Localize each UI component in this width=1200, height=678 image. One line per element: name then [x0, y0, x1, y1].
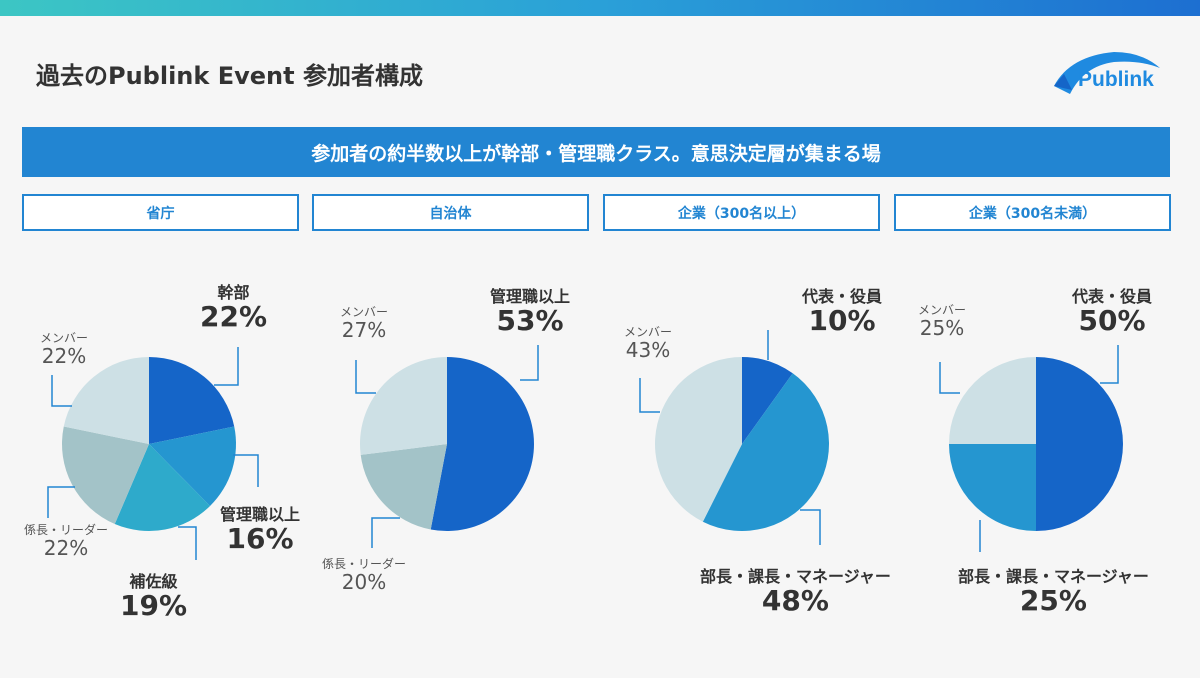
leader-line: [51, 375, 72, 407]
page-title: 過去のPublink Event 参加者構成: [36, 62, 423, 90]
pie-label: 代表・役員 50%: [1072, 287, 1153, 337]
pie-label: メンバー 22%: [40, 331, 89, 369]
pie-slice: [742, 357, 793, 444]
leader-line: [47, 486, 75, 518]
pie-label: 係長・リーダー 22%: [24, 523, 109, 561]
leader-line: [178, 526, 197, 560]
pie-slice: [949, 357, 1036, 444]
pie-slice: [149, 357, 235, 444]
pie-label: 幹部 22%: [200, 283, 268, 333]
pie-slice: [62, 426, 150, 524]
pie-slice: [1036, 357, 1123, 531]
logo-text: Publink: [1078, 68, 1154, 91]
category-municipalities: 自治体: [312, 194, 589, 231]
pie-label: 部長・課長・マネージャー 25%: [958, 567, 1149, 617]
category-ministries: 省庁: [22, 194, 299, 231]
pie-slice: [63, 357, 149, 444]
pie-label: メンバー 43%: [624, 325, 673, 363]
pie-slice: [360, 444, 447, 530]
pie-label: メンバー 25%: [918, 303, 967, 341]
pie-slice: [949, 444, 1036, 531]
leader-line: [639, 378, 660, 413]
pie-label: 部長・課長・マネージャー 48%: [700, 567, 891, 617]
pie-slice: [360, 357, 447, 455]
pie-label: 代表・役員 10%: [802, 287, 883, 337]
pie-slice: [702, 373, 829, 531]
pie-slice: [149, 426, 236, 506]
pie-slice: [114, 444, 211, 531]
headline-banner: 参加者の約半数以上が幹部・管理職クラス。意思決定層が集まる場: [22, 127, 1170, 177]
pie-label: 管理職以上 16%: [220, 505, 301, 555]
pie-label: 係長・リーダー 20%: [322, 557, 407, 595]
leader-line: [800, 509, 821, 545]
pie-label: 管理職以上 53%: [490, 287, 571, 337]
pie-slice: [655, 357, 742, 522]
leader-line: [371, 517, 400, 548]
leader-line: [214, 347, 239, 386]
leader-line: [355, 360, 376, 394]
pie-label: メンバー 27%: [340, 305, 389, 343]
leader-line: [520, 345, 539, 381]
pie-label: 補佐級 19%: [120, 572, 188, 622]
pie-slice: [430, 356, 535, 531]
category-large-companies: 企業（300名以上）: [603, 194, 880, 231]
publink-logo-icon: [1054, 52, 1160, 94]
leader-line: [233, 454, 259, 487]
leader-line: [939, 362, 960, 394]
category-small-companies: 企業（300名未満）: [894, 194, 1171, 231]
leader-line: [1100, 345, 1119, 384]
top-accent-bar: [0, 0, 1200, 16]
